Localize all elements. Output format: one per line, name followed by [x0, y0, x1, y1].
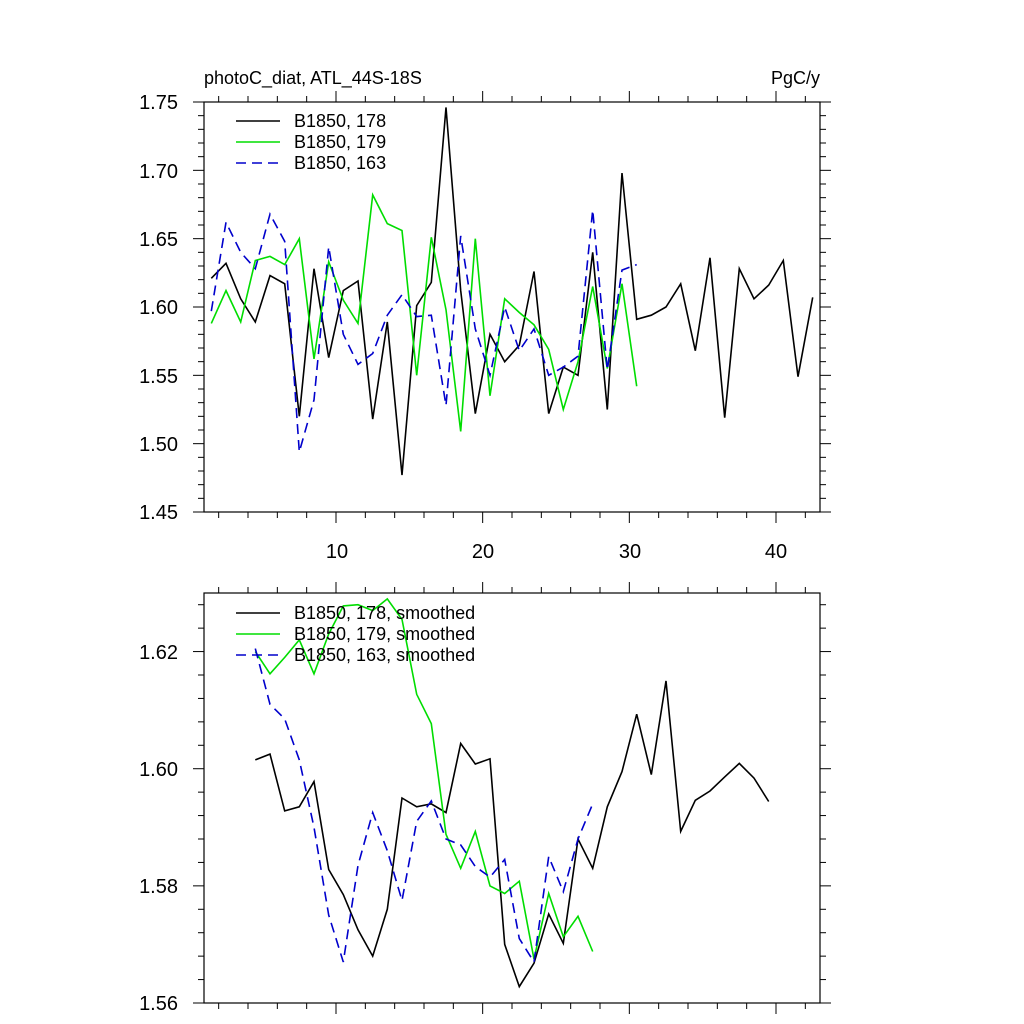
x-tick-label: 10: [326, 541, 348, 563]
y-tick-label: 1.50: [139, 434, 178, 456]
legend-label-179: B1850, 179: [294, 132, 386, 152]
y-tick-label: 1.56: [139, 993, 178, 1015]
series-line-2: [210, 209, 637, 453]
chart-title: photoC_diat, ATL_44S-18S: [204, 68, 422, 89]
bottom-panel: 1.56 1.58 1.60 1.62 B1850, 178, smoothed…: [139, 582, 831, 1015]
bottom-series: [254, 597, 770, 989]
legend-label-163: B1850, 163: [294, 153, 386, 173]
series-line-0: [255, 680, 770, 989]
top-ticks: [193, 91, 831, 523]
y-tick-label: 1.70: [139, 161, 178, 183]
top-y-tick-labels: 1.45 1.50 1.55 1.60 1.65 1.70 1.75: [139, 92, 178, 524]
legend-label-178-smoothed: B1850, 178, smoothed: [294, 603, 475, 623]
top-panel: photoC_diat, ATL_44S-18S PgC/y 1.45 1.50…: [139, 68, 831, 563]
series-line-0: [210, 107, 814, 476]
y-tick-label: 1.65: [139, 229, 178, 251]
series-line-1: [254, 597, 594, 960]
top-x-tick-labels: 10 20 30 40: [326, 541, 787, 563]
bottom-legend: B1850, 178, smoothed B1850, 179, smoothe…: [236, 603, 475, 665]
y-tick-label: 1.55: [139, 366, 178, 388]
y-tick-label: 1.62: [139, 642, 178, 664]
legend-label-178: B1850, 178: [294, 111, 386, 131]
bottom-ticks: [193, 582, 831, 1014]
y-tick-label: 1.60: [139, 759, 178, 781]
x-tick-label: 30: [619, 541, 641, 563]
series-line-1: [210, 192, 638, 432]
units-label: PgC/y: [771, 68, 820, 88]
legend-label-163-smoothed: B1850, 163, smoothed: [294, 645, 475, 665]
legend-label-179-smoothed: B1850, 179, smoothed: [294, 624, 475, 644]
y-tick-label: 1.75: [139, 92, 178, 114]
x-tick-label: 20: [472, 541, 494, 563]
y-tick-label: 1.60: [139, 297, 178, 319]
top-plot-frame: [203, 101, 821, 513]
bottom-plot-frame: [203, 592, 821, 1004]
y-tick-label: 1.58: [139, 876, 178, 898]
x-tick-label: 40: [765, 541, 787, 563]
top-legend: B1850, 178 B1850, 179 B1850, 163: [236, 111, 386, 173]
top-series: [210, 107, 814, 476]
series-line-2: [254, 648, 594, 965]
bottom-y-tick-labels: 1.56 1.58 1.60 1.62: [139, 642, 178, 1015]
y-tick-label: 1.45: [139, 502, 178, 524]
